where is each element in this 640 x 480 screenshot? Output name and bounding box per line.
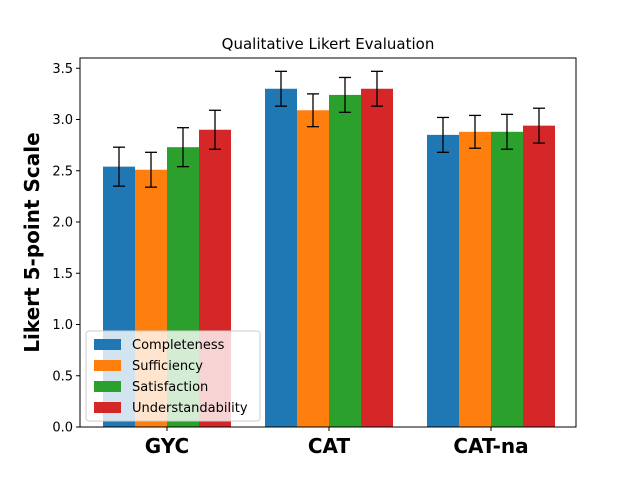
y-tick-label: 0.5 bbox=[52, 369, 73, 384]
legend-swatch bbox=[94, 402, 121, 413]
y-tick-label: 3.5 bbox=[52, 62, 73, 77]
y-tick-label: 3.0 bbox=[52, 113, 73, 128]
legend-label: Completeness bbox=[132, 338, 225, 353]
legend-swatch bbox=[94, 381, 121, 392]
error-bars-layer bbox=[113, 70, 545, 188]
y-tick-label: 1.5 bbox=[52, 267, 73, 282]
x-tick-label: CAT-na bbox=[453, 434, 528, 458]
bar bbox=[361, 88, 393, 427]
y-tick-label: 2.0 bbox=[52, 216, 73, 231]
bar bbox=[265, 88, 297, 427]
x-axis-ticks: GYC CAT CAT-na bbox=[145, 427, 529, 458]
bar bbox=[459, 131, 491, 428]
legend: Completeness Sufficiency Satisfaction Under… bbox=[85, 330, 261, 422]
bar bbox=[297, 110, 329, 428]
bar bbox=[523, 125, 555, 428]
x-tick-label: CAT bbox=[308, 434, 351, 458]
y-axis-ticks: 0.0 0.5 1.0 1.5 2.0 2.5 3.0 3.5 bbox=[52, 62, 80, 436]
y-axis-label: Likert 5-point Scale bbox=[20, 132, 44, 352]
legend-swatch bbox=[94, 360, 121, 371]
x-tick-label: GYC bbox=[145, 434, 189, 458]
y-tick-label: 1.0 bbox=[52, 318, 73, 333]
bars-layer bbox=[103, 88, 555, 428]
plot-frame bbox=[79, 57, 577, 428]
y-tick-label: 0.0 bbox=[52, 421, 73, 436]
chart-title: Qualitative Likert Evaluation bbox=[222, 35, 435, 53]
bar bbox=[427, 134, 459, 427]
bar bbox=[491, 131, 523, 428]
y-tick-label: 2.5 bbox=[52, 164, 73, 179]
bar bbox=[329, 94, 361, 428]
legend-label: Satisfaction bbox=[132, 380, 208, 395]
legend-label: Understandability bbox=[132, 401, 248, 416]
legend-box bbox=[85, 330, 261, 422]
legend-label: Sufficiency bbox=[132, 359, 203, 374]
legend-swatch bbox=[94, 339, 121, 350]
